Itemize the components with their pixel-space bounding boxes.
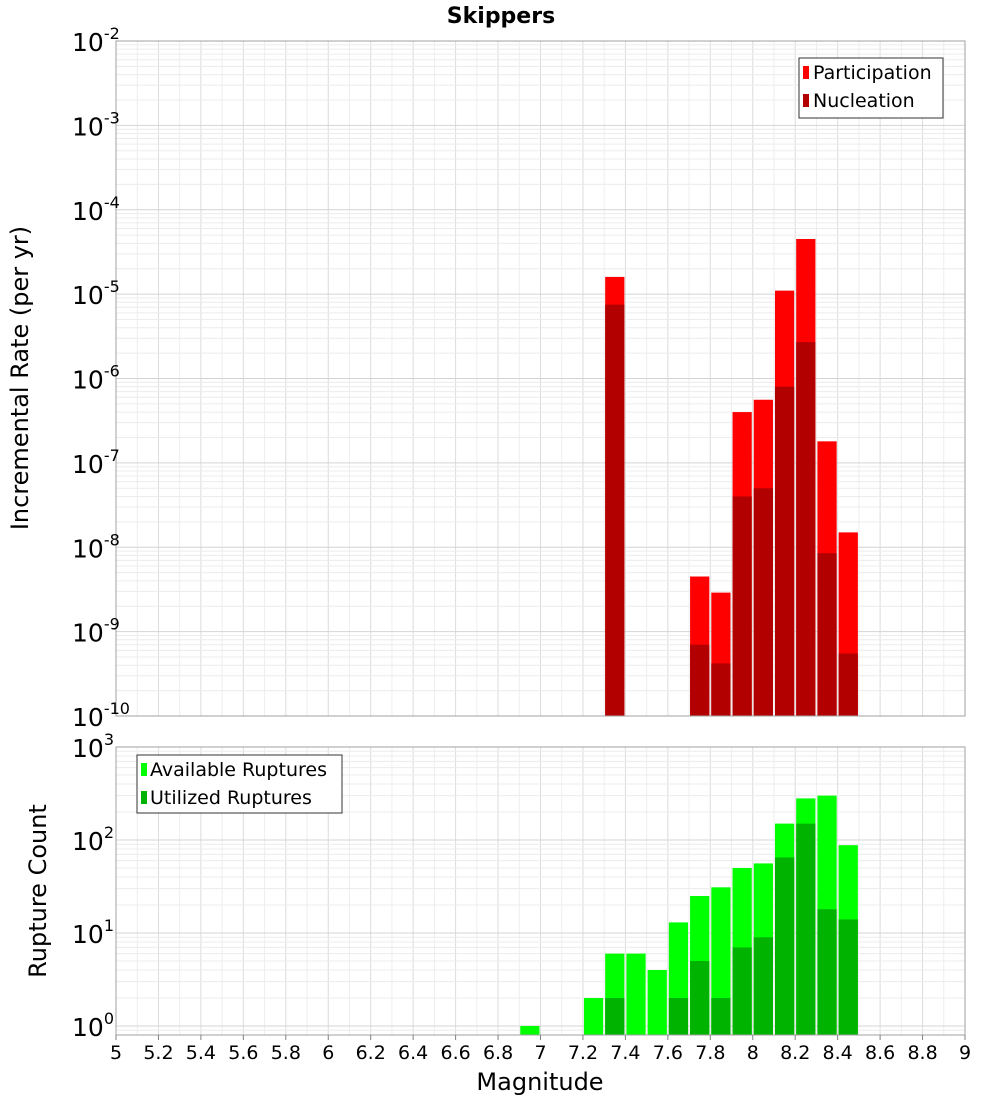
rate-series-1-bar — [774, 386, 795, 716]
rate-panel: 10-10 10-9 10-8 10-7 10-6 10-5 10-4 10-3 10-2 In… — [6, 24, 966, 732]
count-y-axis-label: Rupture Count — [24, 804, 52, 978]
count-series-0-bar — [626, 953, 646, 1035]
rate-series-1-bar — [817, 553, 837, 716]
nucleation-legend-label: Nucleation — [813, 90, 915, 112]
magnitude-tick-label: 7.2 — [568, 1042, 598, 1064]
magnitude-tick-label: 5.8 — [271, 1042, 301, 1064]
rate-series-1-bar — [796, 342, 816, 716]
rate-series-1-bar — [753, 488, 773, 716]
utilized-ruptures-legend-label: Utilized Ruptures — [150, 787, 312, 809]
magnitude-tick-label: 6.6 — [440, 1042, 470, 1064]
rate-legend-box — [798, 57, 944, 119]
count-legend: Available Ruptures Utilized Ruptures — [136, 754, 343, 814]
magnitude-tick-label: 7 — [534, 1042, 546, 1064]
count-series-1-bar — [690, 960, 710, 1035]
rate-y-axis-label: Incremental Rate (per yr) — [6, 226, 34, 530]
count-series-0-bar — [647, 969, 667, 1035]
magnitude-tick-label: 7.4 — [610, 1042, 640, 1064]
magnitude-tick-label: 5.4 — [186, 1042, 216, 1064]
magnitude-tick-label: 6.4 — [398, 1042, 428, 1064]
rate-y-tick-label: 10-3 — [72, 108, 120, 141]
rate-y-tick-label: 10-2 — [72, 24, 120, 57]
count-series-1-bar — [753, 937, 773, 1035]
rate-y-tick-label: 10-10 — [72, 699, 130, 732]
rate-series-1-bar — [838, 653, 858, 716]
count-legend-box — [136, 754, 343, 814]
rate-y-tick-label: 10-9 — [72, 615, 120, 648]
rate-y-tick-labels: 10-10 10-9 10-8 10-7 10-6 10-5 10-4 10-3 10-2 — [72, 24, 130, 732]
rate-y-tick-label: 10-5 — [72, 277, 120, 310]
count-series-1-bar — [817, 909, 837, 1035]
participation-legend-label: Participation — [813, 62, 932, 84]
count-series-0-bar — [520, 1025, 540, 1035]
magnitude-tick-label: 8 — [747, 1042, 759, 1064]
count-series-1-bar — [838, 919, 858, 1035]
magnitude-tick-label: 8.4 — [823, 1042, 853, 1064]
available-ruptures-legend-swatch — [141, 763, 147, 776]
count-series-1-bar — [796, 823, 816, 1035]
rate-y-tick-label: 10-6 — [72, 362, 120, 395]
nucleation-legend-swatch — [803, 94, 809, 107]
rate-series-1-bar — [711, 663, 731, 716]
magnitude-tick-labels: 5 5.2 5.4 5.6 5.8 6 6.2 6.4 6.6 6.8 7 7.2 7.4 7.6 7.8 8… — [110, 1035, 971, 1064]
rate-plot-frame — [115, 40, 966, 717]
magnitude-tick-label: 7.8 — [695, 1042, 725, 1064]
x-axis-label: Magnitude — [476, 1068, 603, 1096]
rate-y-tick-label: 10-8 — [72, 530, 120, 563]
chart-title: Skippers — [447, 4, 555, 29]
count-y-tick-label: 101 — [72, 916, 114, 949]
rate-series-1-bar — [690, 644, 710, 716]
count-panel: 100 101 102 103 5 5.2 5.4 5.6 5.8 6 6.2 6.4 6.6 6.8 7… — [24, 730, 971, 1096]
rate-legend: Participation Nucleation — [798, 57, 944, 119]
magnitude-tick-label: 9 — [959, 1042, 971, 1064]
utilized-ruptures-legend-swatch — [141, 791, 147, 804]
count-series-1-bar — [605, 997, 625, 1035]
rate-y-tick-label: 10-7 — [72, 446, 120, 479]
magnitude-tick-label: 8.2 — [780, 1042, 810, 1064]
magnitude-tick-label: 5.6 — [228, 1042, 258, 1064]
count-y-tick-labels: 100 101 102 103 — [72, 730, 114, 1042]
magnitude-tick-label: 6.8 — [483, 1042, 513, 1064]
count-series-1-bar — [711, 997, 731, 1035]
magnitude-tick-label: 8.6 — [865, 1042, 895, 1064]
rate-series-1-bar — [732, 496, 752, 716]
count-y-tick-label: 103 — [72, 730, 114, 763]
count-y-tick-label: 100 — [72, 1009, 114, 1042]
count-bars — [520, 795, 858, 1035]
count-series-1-bar — [732, 947, 752, 1035]
rate-series-1-bar — [605, 304, 625, 716]
rate-bars — [605, 239, 858, 716]
rate-grid — [116, 40, 965, 717]
participation-legend-swatch — [803, 66, 809, 79]
count-grid — [116, 746, 965, 1036]
magnitude-tick-label: 6.2 — [356, 1042, 386, 1064]
magnitude-tick-label: 6 — [322, 1042, 334, 1064]
magnitude-tick-label: 8.8 — [907, 1042, 937, 1064]
count-series-0-bar — [583, 997, 604, 1035]
magnitude-tick-label: 7.6 — [653, 1042, 683, 1064]
count-series-1-bar — [774, 857, 795, 1035]
count-y-tick-label: 102 — [72, 823, 114, 856]
count-series-1-bar — [668, 997, 689, 1035]
magnitude-tick-label: 5 — [110, 1042, 122, 1064]
magnitude-tick-label: 5.2 — [143, 1042, 173, 1064]
available-ruptures-legend-label: Available Ruptures — [150, 759, 327, 781]
rate-y-tick-label: 10-4 — [72, 193, 120, 226]
